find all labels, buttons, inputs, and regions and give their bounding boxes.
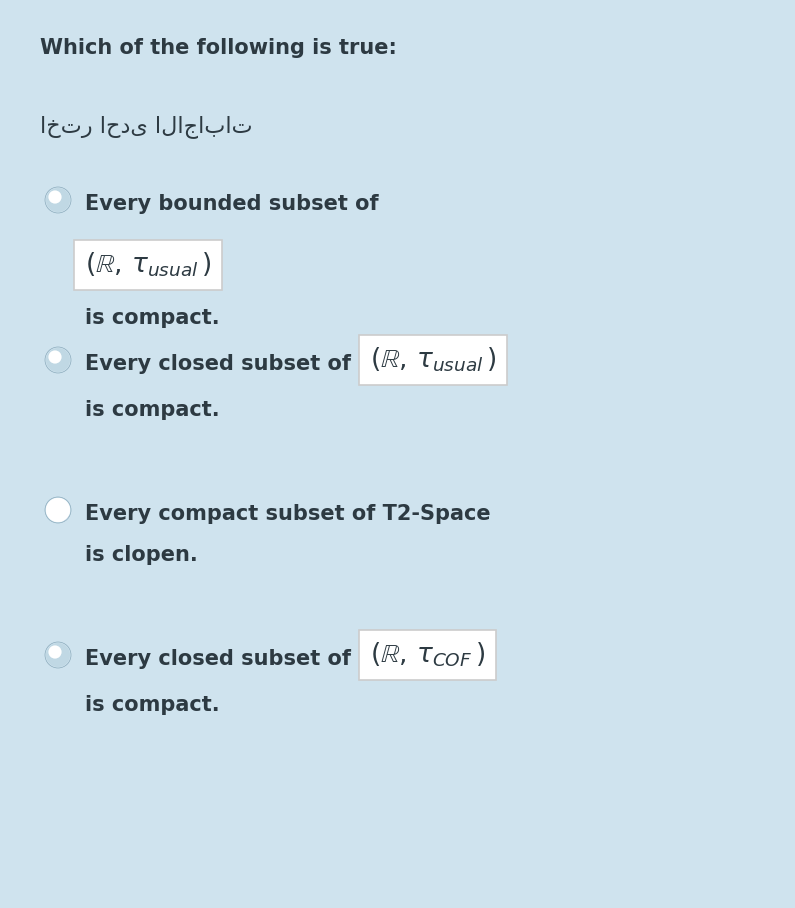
Text: $(\mathbb{R},\,\tau_{\mathit{usual}}\,)$: $(\mathbb{R},\,\tau_{\mathit{usual}}\,)$	[85, 251, 211, 280]
Text: is compact.: is compact.	[85, 308, 219, 328]
Text: Every compact subset of T2-Space: Every compact subset of T2-Space	[85, 504, 491, 524]
Circle shape	[46, 498, 70, 522]
Text: is compact.: is compact.	[85, 400, 219, 420]
Circle shape	[46, 498, 70, 522]
Text: Every closed subset of: Every closed subset of	[85, 649, 351, 669]
Text: $(\mathbb{R},\,\tau_{COF}\,)$: $(\mathbb{R},\,\tau_{COF}\,)$	[370, 641, 485, 669]
Circle shape	[46, 188, 70, 212]
Circle shape	[48, 191, 61, 203]
Text: Every closed subset of: Every closed subset of	[85, 354, 351, 374]
Circle shape	[46, 643, 70, 667]
Circle shape	[46, 348, 70, 372]
Text: Which of the following is true:: Which of the following is true:	[40, 38, 397, 58]
Text: $(\mathbb{R},\,\tau_{\mathit{usual}}\,)$: $(\mathbb{R},\,\tau_{\mathit{usual}}\,)$	[370, 346, 497, 374]
Circle shape	[57, 509, 69, 521]
Text: is clopen.: is clopen.	[85, 545, 198, 565]
Text: Every bounded subset of: Every bounded subset of	[85, 194, 378, 214]
Circle shape	[48, 350, 61, 363]
Circle shape	[48, 646, 61, 658]
Text: اختر احدى الاجابات: اختر احدى الاجابات	[40, 115, 253, 138]
Text: is compact.: is compact.	[85, 695, 219, 715]
